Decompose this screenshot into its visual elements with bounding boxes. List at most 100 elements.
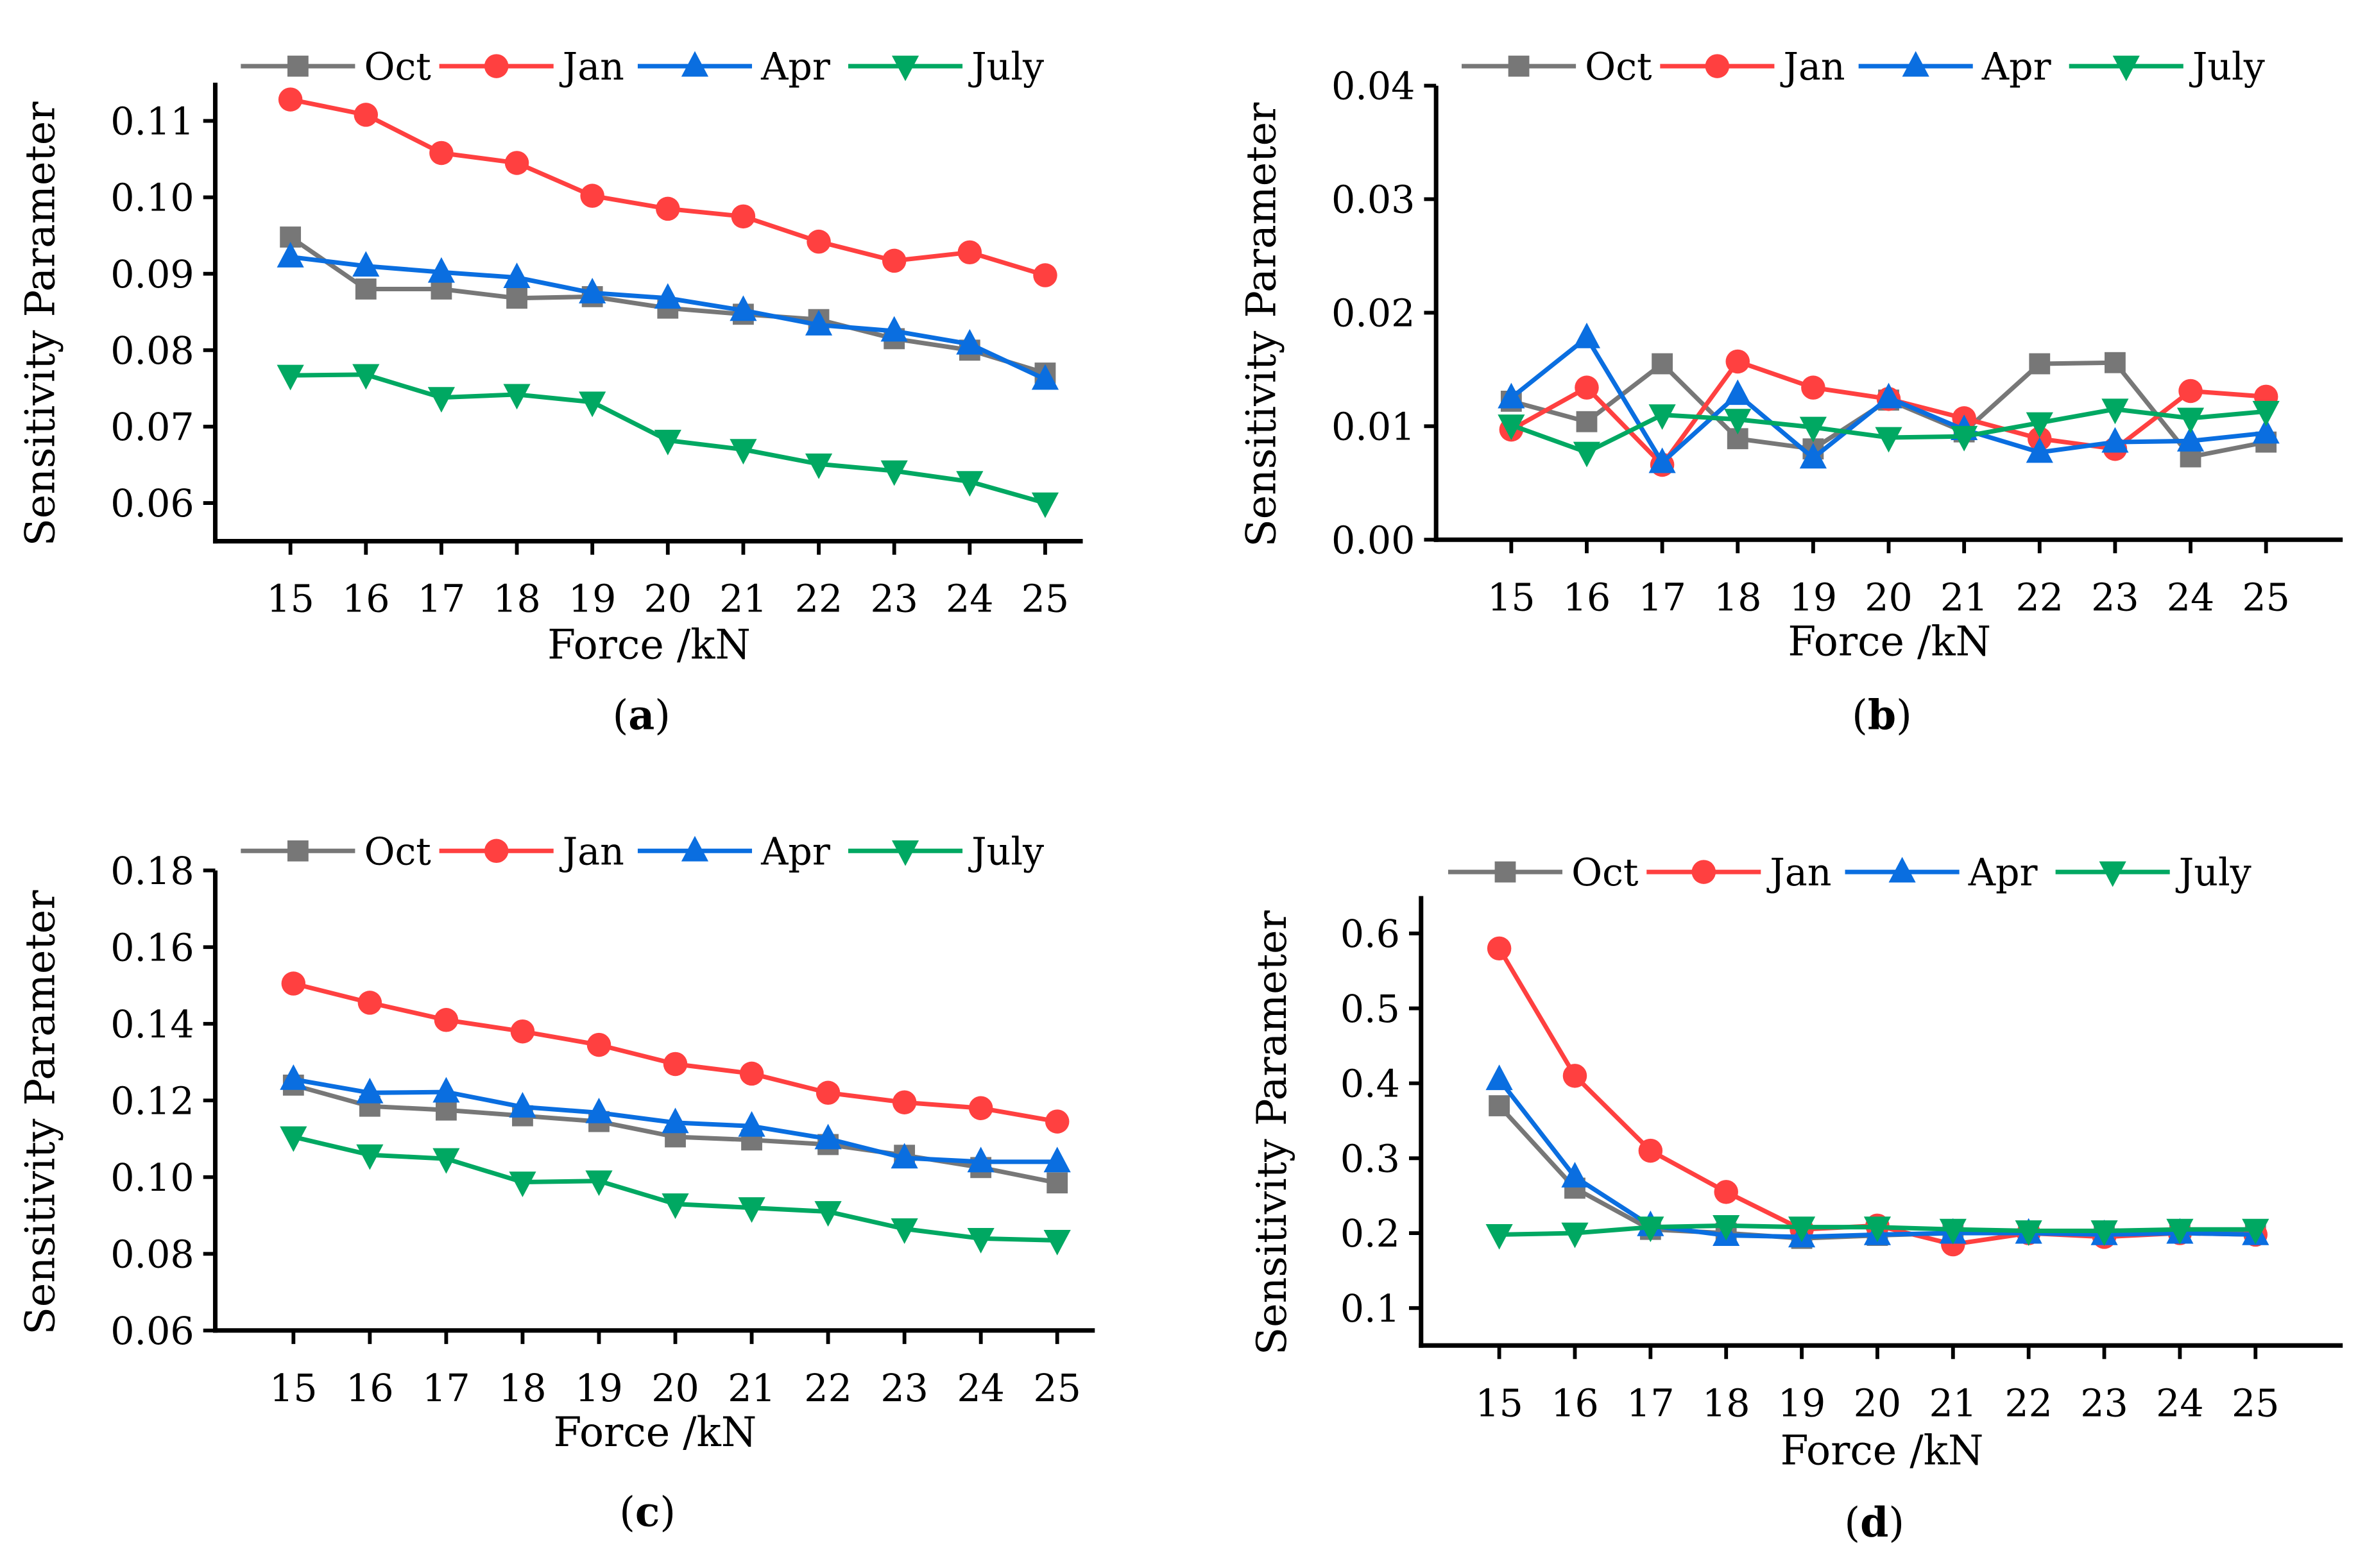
data-point-apr bbox=[805, 310, 833, 336]
y-tick-label: 0.04 bbox=[1331, 65, 1415, 108]
x-tick-label: 15 bbox=[266, 577, 314, 621]
x-axis-label: Force /kN bbox=[547, 620, 751, 668]
x-tick-label: 15 bbox=[269, 1367, 318, 1410]
y-tick-label: 0.12 bbox=[110, 1079, 194, 1123]
y-tick-label: 0.3 bbox=[1340, 1137, 1400, 1180]
legend-marker-july bbox=[2099, 861, 2126, 887]
caption-paren: ( bbox=[619, 1488, 635, 1535]
data-point-apr bbox=[730, 295, 757, 321]
data-point-jan bbox=[357, 991, 382, 1015]
y-axis-label: Sensitivity Parameter bbox=[17, 890, 64, 1335]
data-point-july bbox=[1573, 441, 1601, 468]
data-point-july bbox=[352, 364, 380, 390]
x-tick-label: 20 bbox=[1854, 1381, 1902, 1425]
x-tick-label: 22 bbox=[2004, 1381, 2053, 1425]
x-tick-label: 24 bbox=[2156, 1381, 2204, 1425]
data-point-apr bbox=[2101, 427, 2129, 453]
legend-marker-jan bbox=[1705, 54, 1730, 78]
legend-marker-apr bbox=[1902, 51, 1929, 77]
data-point-apr bbox=[579, 278, 606, 303]
x-tick-label: 18 bbox=[1702, 1381, 1750, 1425]
data-point-jan bbox=[586, 1032, 611, 1057]
x-tick-label: 23 bbox=[2091, 575, 2139, 619]
y-tick-label: 0.1 bbox=[1340, 1287, 1400, 1331]
panel-caption: (c) bbox=[619, 1488, 676, 1535]
data-point-jan bbox=[510, 1019, 535, 1044]
data-point-july bbox=[2242, 1218, 2269, 1245]
x-tick-label: 16 bbox=[1551, 1381, 1599, 1425]
data-point-apr bbox=[1498, 382, 1525, 409]
data-point-apr bbox=[427, 257, 455, 283]
legend-label-oct: Oct bbox=[364, 45, 431, 89]
x-tick-label: 16 bbox=[1563, 575, 1611, 619]
legend-marker-oct bbox=[1508, 55, 1530, 77]
data-point-apr bbox=[654, 283, 681, 309]
data-point-jan bbox=[957, 240, 982, 265]
data-point-oct bbox=[2104, 352, 2126, 373]
series-line-july bbox=[293, 1134, 1057, 1243]
legend-marker-jan bbox=[484, 54, 509, 78]
legend-label-oct: Oct bbox=[364, 830, 431, 873]
data-point-july bbox=[585, 1170, 613, 1197]
data-point-july bbox=[509, 1172, 536, 1197]
series-july bbox=[1485, 1214, 2269, 1250]
data-point-apr bbox=[1724, 379, 1752, 405]
y-axis-label: Sensitivity Parameter bbox=[17, 101, 64, 547]
data-point-apr bbox=[509, 1091, 536, 1118]
caption-paren: ) bbox=[1896, 691, 1912, 738]
legend-label-apr: Apr bbox=[760, 45, 830, 89]
data-point-jan bbox=[882, 248, 907, 273]
legend-label-apr: Apr bbox=[760, 830, 830, 873]
data-point-july bbox=[1788, 1216, 1816, 1243]
data-point-apr bbox=[585, 1097, 613, 1123]
data-point-jan bbox=[1045, 1109, 1070, 1134]
data-point-jan bbox=[892, 1090, 917, 1114]
legend-marker-jan bbox=[1691, 860, 1716, 884]
data-point-apr bbox=[1043, 1146, 1071, 1173]
data-point-apr bbox=[352, 251, 380, 277]
data-point-apr bbox=[1561, 1162, 1589, 1188]
y-tick-label: 0.07 bbox=[110, 405, 194, 449]
x-tick-label: 17 bbox=[1627, 1381, 1675, 1425]
y-tick-label: 0.00 bbox=[1331, 518, 1415, 562]
legend-marker-oct bbox=[1494, 861, 1516, 883]
data-point-oct bbox=[1047, 1172, 1068, 1194]
data-point-jan bbox=[968, 1096, 993, 1120]
data-point-apr bbox=[956, 328, 984, 355]
x-tick-label: 22 bbox=[2015, 575, 2063, 619]
y-tick-label: 0.10 bbox=[110, 176, 194, 220]
series-apr bbox=[277, 242, 1059, 390]
data-point-jan bbox=[2178, 379, 2203, 404]
caption-paren: ) bbox=[654, 691, 671, 738]
legend-label-jan: Jan bbox=[560, 45, 624, 89]
data-point-july bbox=[956, 471, 984, 497]
legend-marker-apr bbox=[681, 835, 709, 862]
data-point-jan bbox=[807, 229, 831, 254]
caption-paren: ( bbox=[613, 691, 629, 738]
data-point-apr bbox=[356, 1077, 384, 1104]
x-tick-label: 17 bbox=[418, 577, 466, 621]
legend-marker-apr bbox=[681, 51, 709, 77]
caption-paren: ) bbox=[660, 1488, 676, 1535]
chart-panel-a: 0.06 0.07 0.08 0.09 0.10 0.11 15 16 17 18 19 20 21 22… bbox=[17, 45, 1083, 738]
y-tick-label: 0.16 bbox=[110, 926, 194, 969]
x-tick-label: 23 bbox=[870, 577, 918, 621]
y-tick-label: 0.01 bbox=[1331, 405, 1415, 448]
x-tick-label: 23 bbox=[880, 1367, 928, 1410]
y-tick-label: 0.6 bbox=[1340, 912, 1400, 956]
legend-label-oct: Oct bbox=[1585, 45, 1652, 89]
x-tick-label: 23 bbox=[2080, 1381, 2128, 1425]
data-point-july bbox=[2026, 412, 2053, 438]
series-jan bbox=[281, 971, 1070, 1134]
data-point-apr bbox=[880, 316, 908, 342]
data-point-july bbox=[662, 1193, 689, 1220]
legend-label-oct: Oct bbox=[1571, 851, 1639, 894]
data-point-july bbox=[967, 1227, 995, 1254]
data-point-july bbox=[2166, 1218, 2194, 1245]
data-point-apr bbox=[2026, 437, 2053, 463]
data-point-jan bbox=[1033, 263, 1057, 287]
x-tick-label: 25 bbox=[2232, 1381, 2280, 1425]
y-tick-label: 0.2 bbox=[1340, 1212, 1400, 1256]
data-point-july bbox=[1863, 1216, 1892, 1243]
